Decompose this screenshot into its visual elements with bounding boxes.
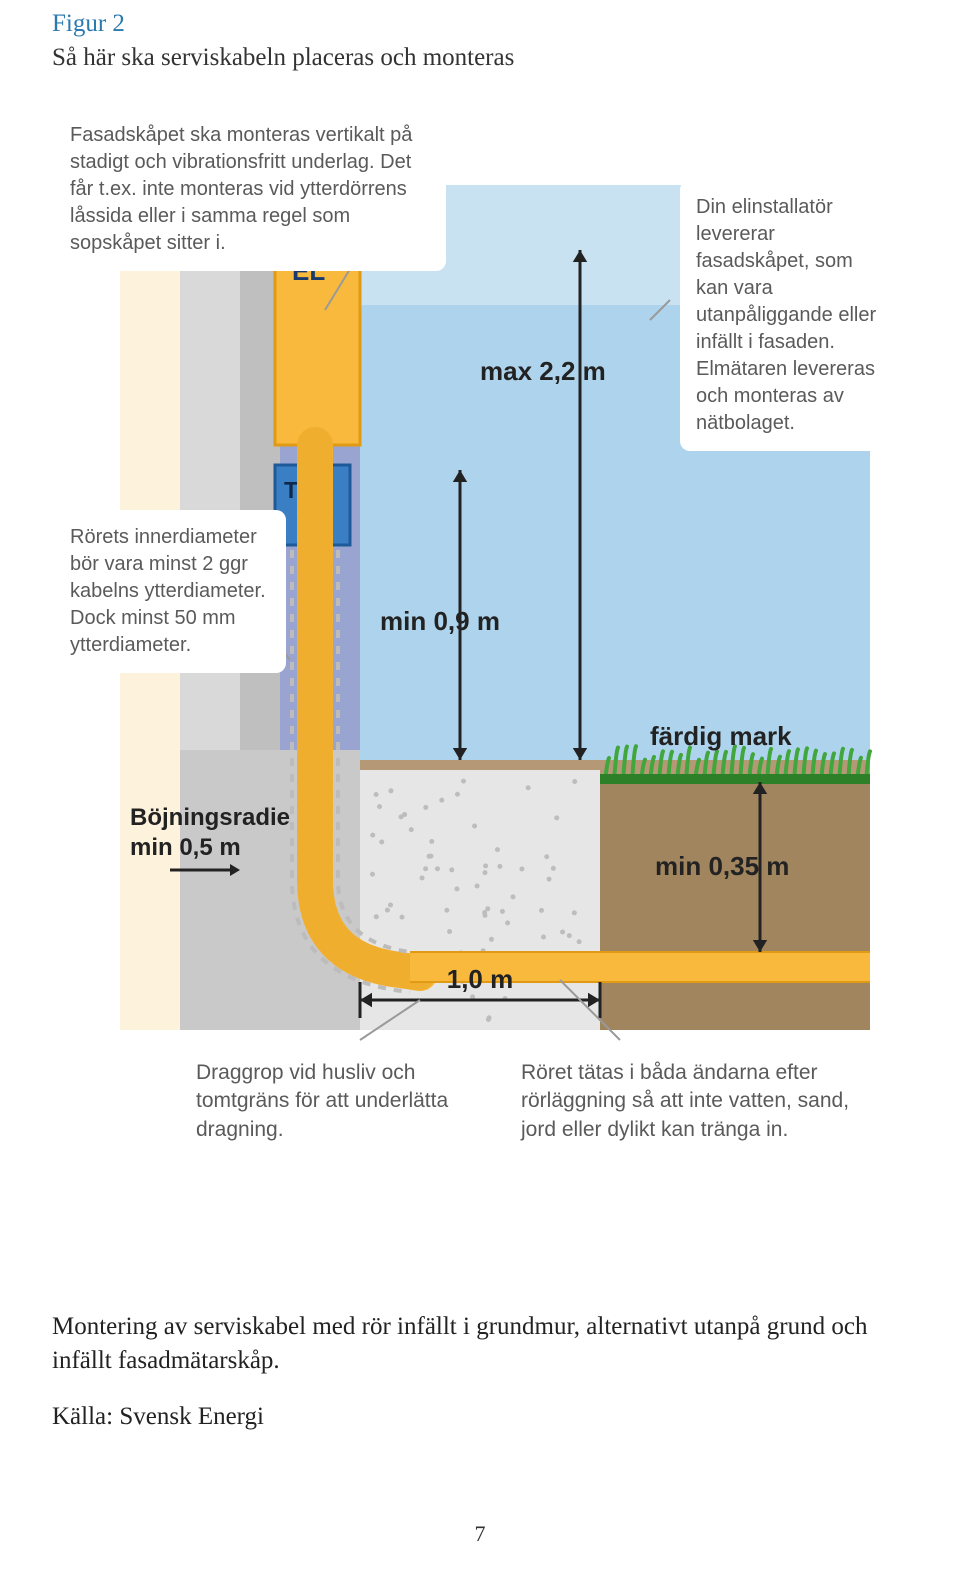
svg-text:max 2,2 m: max 2,2 m [480,356,606,386]
footer-description: Montering av serviskabel med rör infällt… [52,1310,902,1378]
svg-text:färdig mark: färdig mark [650,721,792,751]
svg-text:min 0,9 m: min 0,9 m [380,606,500,636]
callout-top-right: Din elinstallatör levererar fasadskåpet,… [680,180,902,451]
svg-text:1,0 m: 1,0 m [447,964,514,994]
page: Figur 2 Så här ska serviskabeln placeras… [0,0,960,1569]
svg-text:Böjningsradie: Böjningsradie [130,804,290,831]
callout-mid-left: Rörets innerdiameter bör vara minst 2 gg… [54,510,286,673]
figure-caption: Så här ska serviskabeln placeras och mon… [52,44,514,72]
svg-text:min 0,5 m: min 0,5 m [130,834,241,861]
footer-source: Källa: Svensk Energi [52,1400,264,1434]
figure-number: Figur 2 [52,10,125,38]
callout-bottom-right: Röret tätas i båda ändarna efter rörlägg… [505,1045,867,1158]
svg-text:min 0,35 m: min 0,35 m [655,851,789,881]
page-number: 7 [0,1521,960,1547]
callout-bottom-left: Draggrop vid husliv och tomtgräns för at… [180,1045,472,1158]
callout-top-left: Fasadskåpet ska monteras vertikalt på st… [54,108,446,271]
diagram-area: ELTelemax 2,2 mmin 0,9 mfärdig markBöjni… [60,100,900,1180]
